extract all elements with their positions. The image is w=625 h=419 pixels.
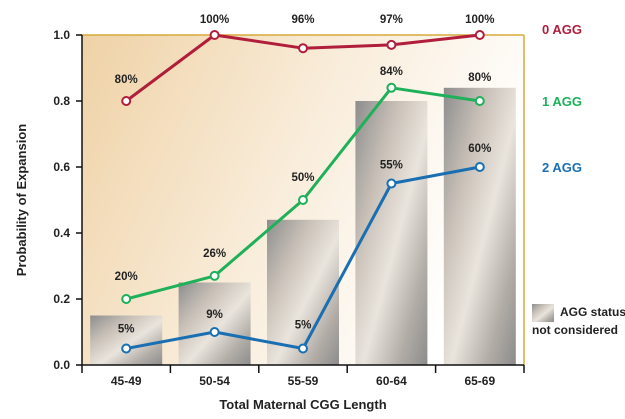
point-1-agg [298, 195, 308, 205]
bar-45-49 [90, 315, 163, 365]
data-label-1-agg: 50% [291, 172, 314, 184]
x-tick-label: 60-64 [376, 374, 407, 388]
bar-50-54 [178, 282, 251, 365]
point-2-agg [209, 327, 220, 337]
bar-60-64 [355, 101, 428, 365]
legend-label-2-agg: 2 AGG [542, 160, 582, 175]
point-0-agg [474, 30, 485, 40]
point-0-agg [121, 96, 132, 106]
data-label-2-agg: 55% [380, 160, 403, 172]
legend-bar-swatch [532, 304, 554, 322]
x-tick-label: 50-54 [199, 374, 230, 388]
point-2-agg [386, 178, 397, 189]
x-tick-label: 45-49 [111, 374, 142, 388]
point-2-agg [298, 343, 308, 354]
x-tick-label: 55-59 [288, 374, 319, 388]
point-0-agg [298, 43, 308, 54]
point-1-agg [386, 82, 397, 93]
y-tick-label: 0.4 [53, 226, 70, 240]
data-label-0-agg: 97% [380, 14, 403, 26]
x-tick-label: 65-69 [464, 374, 495, 388]
point-1-agg [209, 270, 220, 281]
legend-bar-label-line2: not considered [532, 323, 618, 337]
y-tick-label: 0.2 [53, 292, 70, 306]
data-label-2-agg: 60% [468, 143, 491, 155]
bar-65-69 [443, 87, 516, 366]
data-label-0-agg: 100% [200, 14, 229, 26]
data-label-2-agg: 5% [118, 324, 135, 336]
point-2-agg [474, 162, 485, 172]
data-label-2-agg: 5% [295, 320, 312, 332]
data-label-0-agg: 80% [115, 74, 138, 86]
data-label-2-agg: 9% [206, 309, 223, 321]
y-axis-title: Probability of Expansion [14, 124, 29, 276]
point-2-agg [121, 343, 132, 354]
data-label-1-agg: 20% [115, 271, 138, 283]
x-axis-title: Total Maternal CGG Length [219, 397, 386, 412]
data-label-1-agg: 26% [203, 248, 226, 260]
legend-label-1-agg: 1 AGG [542, 94, 582, 109]
bar-55-59 [267, 219, 339, 365]
data-label-1-agg: 80% [468, 72, 491, 84]
point-0-agg [209, 30, 220, 40]
y-tick-label: 0.6 [53, 160, 70, 174]
y-tick-label: 0.8 [53, 94, 70, 108]
legend-bar-label-line1: AGG status [560, 305, 625, 319]
y-tick-label: 1.0 [53, 28, 70, 42]
y-tick-label: 0.0 [53, 358, 70, 372]
data-label-1-agg: 84% [380, 66, 403, 78]
legend-label-0-agg: 0 AGG [542, 22, 582, 37]
point-1-agg [474, 96, 485, 106]
point-0-agg [386, 39, 397, 50]
data-label-0-agg: 100% [465, 14, 494, 26]
data-label-0-agg: 96% [291, 14, 314, 26]
point-1-agg [121, 294, 132, 304]
